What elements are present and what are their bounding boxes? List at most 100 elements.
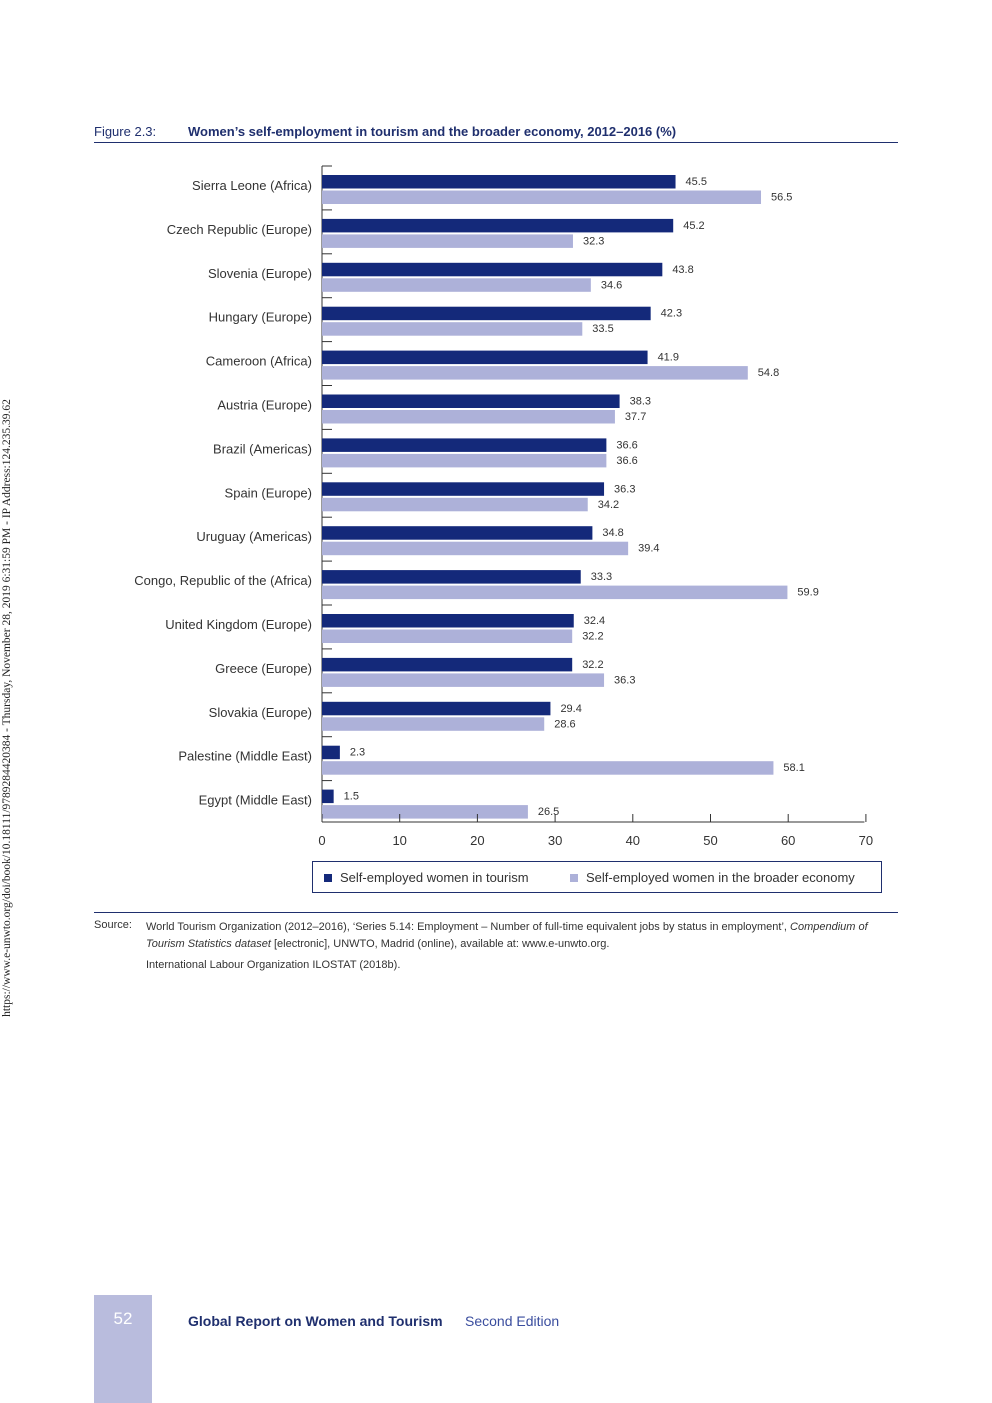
- data-label-broader: 33.5: [592, 323, 613, 335]
- legend-item-tourism: Self-employed women in tourism: [324, 870, 529, 885]
- category-label: Spain (Europe): [225, 485, 312, 500]
- source-citation-tail: [electronic], UNWTO, Madrid (online), av…: [270, 937, 610, 950]
- bar-tourism: [322, 657, 573, 672]
- bar-tourism: [322, 394, 620, 408]
- legend-swatch-tourism: [324, 874, 332, 882]
- data-label-broader: 36.3: [614, 674, 635, 686]
- data-label-broader: 26.5: [538, 806, 559, 818]
- data-label-broader: 58.1: [783, 762, 804, 774]
- bar-tourism: [322, 218, 674, 233]
- category-label: Slovenia (Europe): [208, 266, 312, 281]
- source-citation-ilo: International Labour Organization ILOSTA…: [146, 959, 401, 971]
- figure-title: Women’s self-employment in tourism and t…: [188, 124, 677, 139]
- chart-legend: Self-employed women in tourism Self-empl…: [312, 861, 882, 893]
- bar-tourism: [322, 262, 663, 277]
- data-label-broader: 28.6: [554, 718, 575, 730]
- bar-tourism: [322, 350, 648, 365]
- data-label-broader: 39.4: [638, 543, 659, 555]
- category-label: Cameroon (Africa): [206, 354, 312, 369]
- bar-broader: [322, 497, 588, 512]
- bar-broader: [322, 234, 573, 248]
- data-label-broader: 56.5: [771, 192, 792, 204]
- x-tick-label: 20: [470, 833, 484, 848]
- data-label-tourism: 36.6: [616, 439, 637, 451]
- data-label-broader: 54.8: [758, 367, 779, 379]
- bar-chart: Sierra Leone (Africa) 45.5 56.5 Czech Repub…: [134, 165, 873, 848]
- report-edition: Second Edition: [465, 1313, 560, 1329]
- legend-label-broader: Self-employed women in the broader econo…: [586, 870, 855, 885]
- page-number-box: 52: [94, 1295, 152, 1403]
- bar-broader: [322, 190, 762, 204]
- legend-swatch-broader: [570, 874, 578, 882]
- bar-broader: [322, 278, 591, 292]
- bar-tourism: [322, 526, 593, 540]
- figure-number: Figure 2.3:: [94, 124, 157, 139]
- data-label-tourism: 36.3: [614, 483, 635, 495]
- bar-tourism: [322, 614, 574, 628]
- data-label-tourism: 32.2: [582, 659, 603, 671]
- report-title: Global Report on Women and Tourism: [188, 1313, 443, 1329]
- data-label-tourism: 32.4: [584, 615, 605, 627]
- category-label: Slovakia (Europe): [209, 705, 312, 720]
- bar-tourism: [322, 701, 551, 716]
- category-label: Uruguay (Americas): [196, 529, 312, 544]
- data-label-tourism: 45.5: [686, 176, 707, 188]
- category-label: Greece (Europe): [215, 661, 312, 676]
- bar-tourism: [322, 175, 676, 189]
- data-label-tourism: 34.8: [602, 527, 623, 539]
- category-label: Hungary (Europe): [209, 310, 312, 325]
- category-label: Egypt (Middle East): [199, 793, 312, 808]
- figure-header: Figure 2.3: Women’s self-employment in t…: [94, 122, 898, 143]
- category-label: Czech Republic (Europe): [167, 222, 312, 237]
- data-label-broader: 34.2: [598, 499, 619, 511]
- data-label-tourism: 2.3: [350, 747, 365, 759]
- page-number: 52: [113, 1309, 133, 1328]
- bar-broader: [322, 453, 607, 468]
- legend-label-tourism: Self-employed women in tourism: [340, 870, 529, 885]
- bar-broader: [322, 761, 774, 775]
- bar-broader: [322, 805, 528, 819]
- x-tick-label: 70: [859, 833, 873, 848]
- category-label: Brazil (Americas): [213, 441, 312, 456]
- x-tick-label: 60: [781, 833, 795, 848]
- x-tick-label: 40: [626, 833, 640, 848]
- source-citation-text: World Tourism Organization (2012–2016), …: [146, 921, 791, 933]
- bar-broader: [322, 717, 545, 731]
- bar-tourism: [322, 745, 340, 760]
- legend-item-broader: Self-employed women in the broader econo…: [570, 870, 855, 885]
- data-label-tourism: 43.8: [672, 264, 693, 276]
- data-label-tourism: 42.3: [661, 308, 682, 320]
- source-citation: World Tourism Organization (2012–2016), …: [146, 919, 898, 952]
- source-divider: [94, 912, 898, 913]
- bar-tourism: [322, 789, 334, 804]
- data-label-broader: 32.2: [582, 631, 603, 643]
- bar-broader: [322, 410, 615, 424]
- bar-broader: [322, 322, 583, 336]
- bar-tourism: [322, 306, 651, 321]
- bar-broader: [322, 629, 573, 643]
- x-tick-label: 10: [392, 833, 406, 848]
- source-label: Source:: [94, 919, 132, 931]
- bar-broader: [322, 366, 748, 380]
- bar-tourism: [322, 482, 605, 496]
- data-label-tourism: 38.3: [630, 396, 651, 408]
- data-label-broader: 59.9: [797, 587, 818, 599]
- x-tick-label: 30: [548, 833, 562, 848]
- data-label-broader: 37.7: [625, 411, 646, 423]
- data-label-broader: 36.6: [616, 455, 637, 467]
- bar-broader: [322, 673, 605, 687]
- category-label: Austria (Europe): [217, 398, 312, 413]
- category-label: Sierra Leone (Africa): [192, 178, 312, 193]
- data-label-tourism: 33.3: [591, 571, 612, 583]
- data-label-tourism: 1.5: [344, 791, 359, 803]
- bar-broader: [322, 585, 788, 600]
- category-label: Palestine (Middle East): [178, 749, 312, 764]
- category-label: United Kingdom (Europe): [165, 617, 312, 632]
- data-label-broader: 32.3: [583, 235, 604, 247]
- data-label-tourism: 41.9: [658, 352, 679, 364]
- data-label-tourism: 29.4: [560, 703, 581, 715]
- data-label-broader: 34.6: [601, 279, 622, 291]
- category-label: Congo, Republic of the (Africa): [134, 573, 312, 588]
- bar-broader: [322, 541, 629, 556]
- bar-tourism: [322, 570, 581, 584]
